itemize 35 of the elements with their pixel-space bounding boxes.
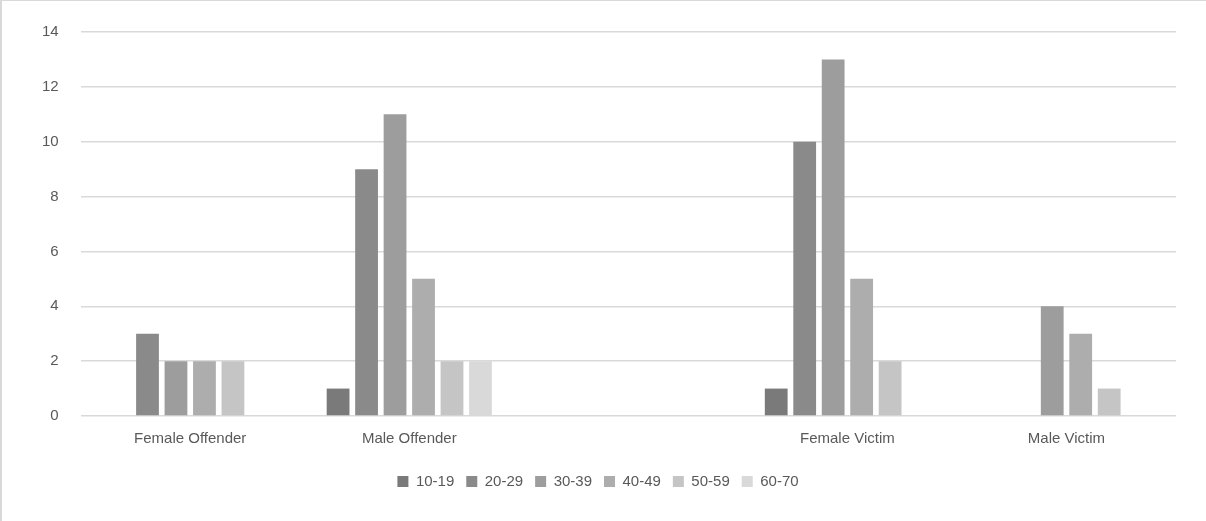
- y-tick-label: 0: [50, 406, 59, 424]
- legend-label: 20-29: [484, 471, 524, 489]
- bar: [850, 278, 874, 416]
- bar: [878, 361, 902, 416]
- y-tick-label: 10: [42, 131, 59, 149]
- bar: [164, 361, 188, 416]
- bar: [793, 141, 817, 416]
- y-tick-label: 6: [50, 241, 59, 259]
- bar: [221, 361, 245, 416]
- x-tick-label: Female Offender: [134, 429, 247, 447]
- x-tick-label: Male Offender: [361, 429, 457, 447]
- bar: [1097, 388, 1121, 416]
- y-tick-label: 14: [42, 22, 59, 40]
- bar: [764, 388, 788, 416]
- y-tick-label: 2: [50, 351, 59, 369]
- bar: [1040, 306, 1064, 416]
- legend-label: 60-70: [760, 471, 799, 489]
- y-tick-label: 8: [50, 186, 59, 204]
- bar: [355, 169, 378, 416]
- bar: [412, 278, 435, 416]
- bar: [821, 59, 845, 416]
- y-tick-label: 4: [50, 296, 59, 314]
- x-tick-label: Male Victim: [1027, 429, 1106, 447]
- bar: [383, 114, 407, 416]
- legend-label: 40-49: [622, 471, 661, 489]
- y-tick-label: 12: [42, 77, 59, 94]
- legend-label: 50-59: [691, 471, 730, 489]
- bar: [136, 333, 159, 416]
- x-tick-label: Female Victim: [800, 429, 895, 447]
- bar: [1069, 333, 1093, 416]
- bar: [440, 361, 464, 416]
- bar: [326, 388, 350, 416]
- legend-label: 10-19: [415, 471, 455, 489]
- bar: [193, 361, 216, 416]
- legend-label: 30-39: [553, 471, 593, 489]
